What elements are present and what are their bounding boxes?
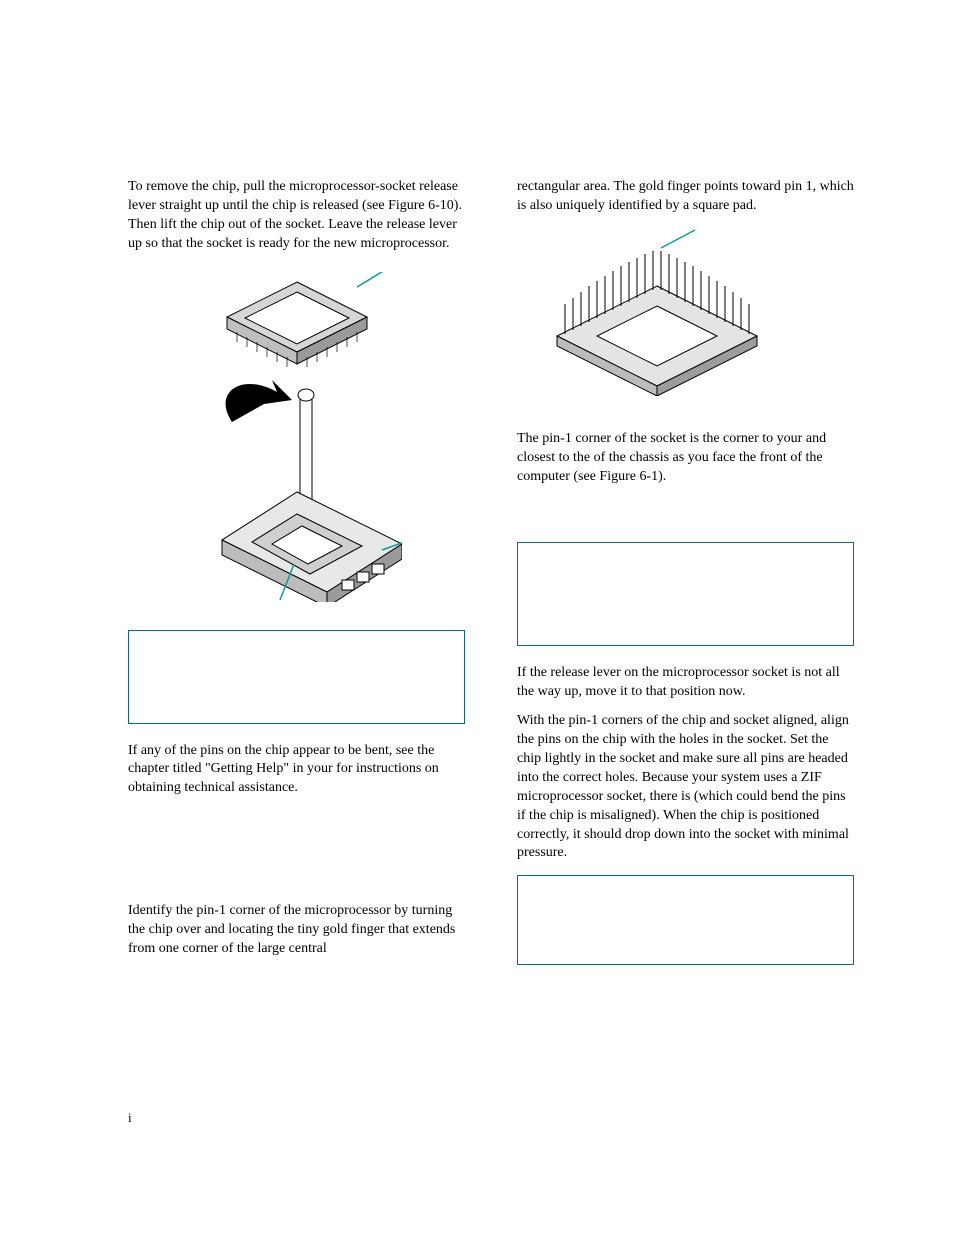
figure-6-10-svg	[192, 272, 402, 602]
caution-box-3	[517, 875, 854, 965]
spacer-2	[517, 496, 854, 530]
left-column: To remove the chip, pull the microproces…	[128, 178, 465, 983]
page-footer: i	[128, 1109, 146, 1127]
page-number: i	[128, 1109, 146, 1127]
spacer	[128, 808, 465, 902]
figure-6-11	[547, 226, 772, 396]
caution-box-1	[128, 630, 465, 724]
para-socket-pin1-a: The pin-1 corner of the socket is the co…	[517, 431, 806, 446]
para-pin1-identify: Identify the pin-1 corner of the micropr…	[128, 902, 465, 959]
caution-box-2	[517, 542, 854, 646]
para-step-remove: To remove the chip, pull the microproces…	[128, 178, 465, 254]
para-bent-pins: If any of the pins on the chip appear to…	[128, 742, 465, 799]
para-socket-pin1: The pin-1 corner of the socket is the co…	[517, 430, 854, 487]
para-lever-up: If the release lever on the microprocess…	[517, 664, 854, 702]
figure-6-10	[192, 272, 402, 602]
page-content: To remove the chip, pull the microproces…	[0, 0, 954, 983]
figure-6-11-svg	[547, 226, 772, 396]
para-seat-chip: With the pin-1 corners of the chip and s…	[517, 712, 854, 863]
para-gold-finger: rectangular area. The gold finger points…	[517, 178, 854, 216]
right-column: rectangular area. The gold finger points…	[517, 178, 854, 983]
